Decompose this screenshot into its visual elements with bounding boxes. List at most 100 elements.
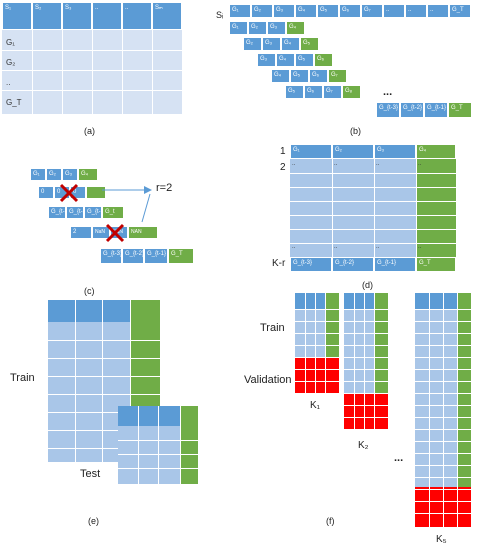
e-test-target [180,406,198,484]
b-row1-cell: G₁ [229,4,251,18]
d-rl-c1: .. [292,244,296,250]
cross-icon-2 [105,223,125,243]
e-train-header [48,300,130,322]
f-grid-line [354,293,355,429]
b-row5-cell: G₇ [328,69,347,83]
b-row4-cell: G₃ [257,53,276,67]
e-grid-line [48,340,160,341]
f-grid-line [295,369,339,370]
f-grid-line [415,429,471,430]
f-grid-line [344,333,388,334]
b-row2-cell: G₂ [248,21,267,35]
d-r2-c2: .. [334,161,338,167]
d-h-g4: G₄ [416,144,456,159]
k5-train [415,309,457,487]
d-r2-c3: .. [376,161,380,167]
b-row1-cell: G₆ [339,4,361,18]
c-r4-nan3: NAN [128,226,158,239]
cross-icon [59,183,79,203]
b-row5-cell: G₅ [290,69,309,83]
dots-b: ... [383,86,393,98]
d-grid-line [416,159,417,257]
f-grid-line [344,381,388,382]
b-row2-cell: G₁ [229,21,248,35]
k2-train [344,309,374,393]
k1-validation [295,357,339,393]
f-grid-line [295,345,339,346]
f-grid-line [415,513,471,514]
b-last-cell: G_{t-1} [424,102,448,118]
f-grid-line [415,333,471,334]
b-row3-cell: G₂ [243,37,262,51]
b-row6-cell: G₈ [342,85,361,99]
e-grid-line [130,300,131,462]
b-row2-cell: G₄ [286,21,305,35]
b-row2-cell: G₃ [267,21,286,35]
f-grid-line [415,417,471,418]
f-grid-line [344,309,388,310]
d-h-g1: G₁ [290,144,332,159]
e-grid-line [48,412,160,413]
e-train-label: Train [10,372,35,384]
d-rl-c4: .. [418,244,422,250]
b-row6-cell: G₆ [304,85,323,99]
f-grid-line [344,345,388,346]
b-row1-cell: .. [405,4,427,18]
c-r1-g3: G₃ [62,168,78,181]
b-row1-cell: G₂ [251,4,273,18]
f-grid-line [295,321,339,322]
e-test-header [118,406,180,426]
row-g1: G₁ [6,38,15,47]
e-test-label: Test [80,468,101,480]
c-r3-gt: G_t [102,206,124,219]
f-grid-line [415,465,471,466]
d-green-col [416,159,456,257]
f-train-label: Train [260,322,285,334]
f-grid-line [295,309,339,310]
d-h-g3: G₃ [374,144,416,159]
c-r4-nan1: NaN [92,226,110,239]
k2-target [374,293,388,393]
c-r3-gt3: G_{t-3} [48,206,66,219]
f-grid-line [344,321,388,322]
f-dots: ... [394,452,404,464]
caption-a: (a) [84,126,95,136]
caption-f: (f) [326,516,335,526]
d-grid-line [290,215,456,216]
d-label-2: 2 [280,162,286,173]
f-grid-line [415,501,471,502]
d-body [290,159,416,257]
b-row3-cell: G₄ [281,37,300,51]
e-grid-line [48,376,160,377]
f-grid-line [415,309,471,310]
b-last-cell: G_{t-2} [400,102,424,118]
e-grid-line [75,300,76,462]
k1-header [295,293,325,309]
header-s3: S₃ [62,2,92,30]
header-dots-2: .. [122,2,152,30]
e-grid-line [48,394,160,395]
c-r5-gt2: G_{t-2} [122,248,144,264]
b-row1-cell: .. [383,4,405,18]
caption-d: (d) [362,280,373,290]
d-grid-line [290,243,456,244]
b-row4-cell: G₆ [314,53,333,67]
arrow-icon [102,186,152,223]
f-grid-line [344,393,388,394]
f-grid-line [344,417,388,418]
c-r5-gt1: G_{t-1} [144,248,168,264]
k1-label: K₁ [310,400,321,411]
row-g2: G₂ [6,58,16,67]
b-row1-cell: G₃ [273,4,295,18]
f-grid-line [415,441,471,442]
k1-target [325,293,339,357]
d-grid-line [290,173,456,174]
f-grid-line [415,393,471,394]
b-row3-cell: G₃ [262,37,281,51]
b-row1-cell: G₄ [295,4,317,18]
d-b-gt2: G_{t-2} [332,257,374,272]
b-row1-cell: G₅ [317,4,339,18]
b-row1-cell: .. [427,4,449,18]
caption-e: (e) [88,516,99,526]
b-row3-cell: G₅ [300,37,319,51]
